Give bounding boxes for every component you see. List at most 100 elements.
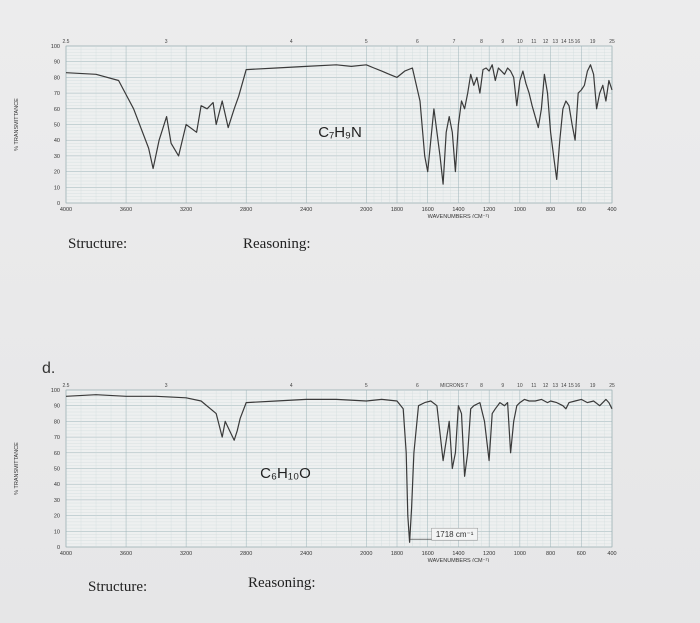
micron-tick-label: 14 — [561, 383, 567, 389]
x-tick-label: 1400 — [452, 551, 464, 557]
y-tick-label: 50 — [54, 467, 60, 473]
x-tick-label: 800 — [546, 551, 555, 557]
micron-tick-label: 9 — [501, 383, 504, 389]
x-tick-label: 2800 — [240, 207, 252, 213]
x-tick-label: 1400 — [452, 207, 464, 213]
x-tick-label: 4000 — [60, 551, 72, 557]
grid — [65, 389, 613, 548]
micron-tick-label: 5 — [365, 39, 368, 45]
x-tick-label: 1600 — [422, 551, 434, 557]
micron-tick-label: 13 — [553, 383, 559, 389]
micron-tick-label: 13 — [553, 39, 559, 45]
micron-tick-label: 3 — [165, 39, 168, 45]
x-tick-label: 600 — [577, 207, 586, 213]
micron-tick-label: 16 — [575, 39, 581, 45]
grid — [65, 45, 613, 204]
micron-tick-label: 10 — [517, 39, 523, 45]
micron-tick-label: 25 — [609, 383, 615, 389]
y-tick-label: 50 — [54, 123, 60, 129]
x-tick-label: 2400 — [300, 207, 312, 213]
micron-tick-label: 2.5 — [63, 39, 70, 45]
y-axis-label: % TRANSMITTANCE — [14, 442, 20, 495]
x-tick-label: 400 — [607, 551, 616, 557]
ir-spectrum-1: 100 90 80 70 60 50 40 30 20 10 0 4000 3600 3200 2800 24… — [0, 28, 700, 218]
x-tick-label: 2000 — [360, 207, 372, 213]
y-tick-label: 20 — [54, 514, 60, 520]
annotation-label: 1718 cm⁻¹ — [436, 530, 474, 539]
y-tick-label: 0 — [57, 201, 60, 207]
micron-tick-label: 11 — [531, 39, 536, 45]
x-tick-label: 3200 — [180, 207, 192, 213]
micron-tick-label: 12 — [543, 383, 549, 389]
molecular-formula: C₇H₉N — [318, 124, 362, 141]
ir-spectrum-2: 100 90 80 70 60 50 40 30 20 10 0 4000 3600 3200 2800 24… — [0, 372, 700, 562]
micron-tick-label: 4 — [290, 383, 293, 389]
micron-tick-label: 12 — [543, 39, 549, 45]
y-tick-label: 90 — [54, 60, 60, 66]
y-tick-label: 20 — [54, 170, 60, 176]
x-tick-label: 1600 — [422, 207, 434, 213]
x-axis-label: WAVENUMBERS (CM⁻¹) — [428, 214, 490, 218]
structure-label-2: Structure: — [88, 579, 148, 595]
micron-tick-label: 8 — [480, 383, 483, 389]
y-tick-label: 40 — [54, 138, 60, 144]
micron-tick-label: 10 — [517, 383, 523, 389]
micron-tick-label: 4 — [290, 39, 293, 45]
micron-tick-label: 9 — [501, 39, 504, 45]
x-tick-label: 400 — [607, 207, 616, 213]
micron-tick-label: 3 — [165, 383, 168, 389]
y-tick-label: 80 — [54, 75, 60, 81]
x-tick-label: 3600 — [120, 551, 132, 557]
micron-tick-label: 19 — [590, 383, 596, 389]
micron-tick-label: 16 — [575, 383, 581, 389]
micron-tick-label: 25 — [609, 39, 615, 45]
reasoning-label-1: Reasoning: — [243, 236, 311, 252]
y-tick-label: 70 — [54, 435, 60, 441]
x-tick-label: 2400 — [300, 551, 312, 557]
micron-tick-label: 5 — [365, 383, 368, 389]
x-tick-label: 3600 — [120, 207, 132, 213]
y-tick-label: 60 — [54, 107, 60, 113]
x-tick-label: 1000 — [514, 551, 526, 557]
y-tick-label: 100 — [51, 44, 60, 50]
micron-tick-label: 15 — [568, 383, 574, 389]
micron-tick-label: 7 — [453, 39, 456, 45]
micron-tick-label: MICRONS 7 — [440, 383, 468, 389]
x-tick-label: 800 — [546, 207, 555, 213]
x-tick-label: 600 — [577, 551, 586, 557]
y-tick-label: 0 — [57, 545, 60, 551]
micron-tick-label: 8 — [480, 39, 483, 45]
x-tick-label: 3200 — [180, 551, 192, 557]
structure-label-1: Structure: — [68, 236, 128, 252]
y-tick-label: 100 — [51, 388, 60, 394]
x-tick-label: 2000 — [360, 551, 372, 557]
x-tick-label: 1800 — [391, 207, 403, 213]
micron-tick-label: 11 — [531, 383, 536, 389]
y-axis-label: % TRANSMITTANCE — [14, 98, 20, 151]
x-tick-label: 1200 — [483, 207, 495, 213]
x-tick-label: 1000 — [514, 207, 526, 213]
micron-tick-label: 15 — [568, 39, 574, 45]
x-axis-label: WAVENUMBERS (CM⁻¹) — [428, 558, 490, 562]
micron-tick-label: 19 — [590, 39, 596, 45]
micron-tick-label: 14 — [561, 39, 567, 45]
x-tick-label: 1800 — [391, 551, 403, 557]
y-tick-label: 30 — [54, 154, 60, 160]
y-tick-label: 60 — [54, 451, 60, 457]
micron-tick-label: 6 — [416, 39, 419, 45]
y-tick-label: 90 — [54, 404, 60, 410]
x-tick-label: 1200 — [483, 551, 495, 557]
micron-tick-label: 6 — [416, 383, 419, 389]
molecular-formula: C₆H₁₀O — [260, 465, 311, 482]
y-tick-label: 10 — [54, 529, 60, 535]
y-tick-label: 80 — [54, 419, 60, 425]
y-tick-label: 30 — [54, 498, 60, 504]
part-letter-d: d. — [42, 360, 56, 377]
spectrum-line — [65, 64, 613, 185]
y-tick-label: 10 — [54, 185, 60, 191]
x-tick-label: 4000 — [60, 207, 72, 213]
reasoning-label-2: Reasoning: — [248, 575, 316, 591]
